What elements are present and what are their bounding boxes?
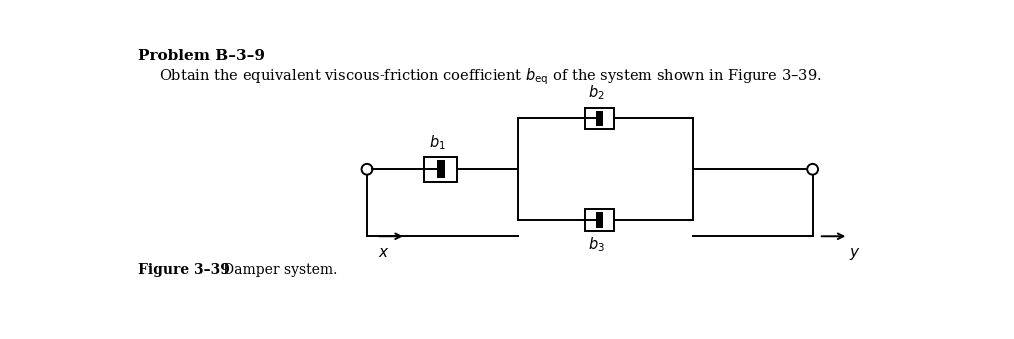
- Text: $x$: $x$: [378, 246, 389, 260]
- Bar: [424, 157, 457, 182]
- Text: $y$: $y$: [849, 246, 860, 262]
- Bar: [585, 209, 614, 231]
- Bar: [595, 111, 603, 126]
- Text: $b_3$: $b_3$: [588, 236, 605, 254]
- Bar: [595, 212, 603, 228]
- Text: Figure 3–39: Figure 3–39: [138, 263, 230, 277]
- Text: $b_2$: $b_2$: [588, 84, 604, 102]
- Bar: [585, 108, 614, 129]
- Text: Damper system.: Damper system.: [210, 263, 337, 277]
- Bar: [437, 160, 444, 178]
- Text: Problem B–3–9: Problem B–3–9: [138, 49, 266, 63]
- Text: $b_1$: $b_1$: [429, 133, 446, 152]
- Text: Obtain the equivalent viscous-friction coefficient $b_{\mathrm{eq}}$ of the syst: Obtain the equivalent viscous-friction c…: [159, 67, 822, 87]
